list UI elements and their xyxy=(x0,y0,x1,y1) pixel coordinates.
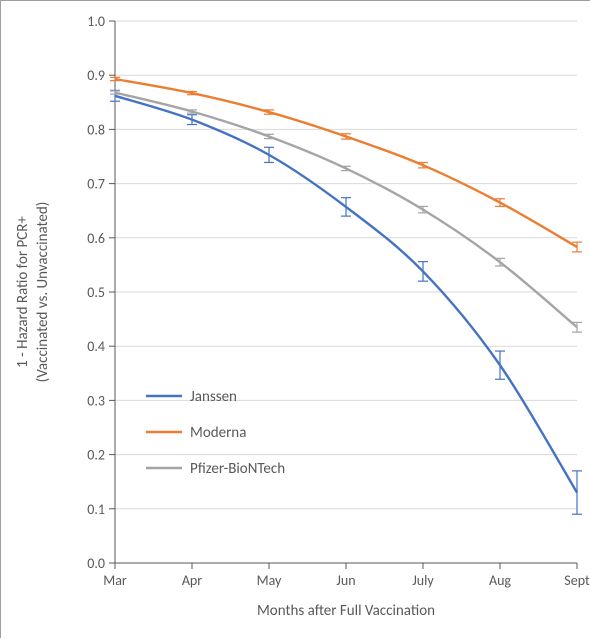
legend-label: Pfizer-BioNTech xyxy=(190,460,285,478)
y-tick-label: 0.9 xyxy=(87,67,105,84)
y-tick-label: 0.0 xyxy=(87,555,105,572)
y-tick-label: 0.7 xyxy=(87,176,105,193)
legend-label: Moderna xyxy=(190,424,246,442)
legend-label: Janssen xyxy=(190,388,237,406)
y-tick-label: 1.0 xyxy=(87,13,105,30)
y-tick-label: 0.6 xyxy=(87,230,105,247)
x-tick-label: July xyxy=(412,572,434,589)
x-tick-label: Sept xyxy=(564,572,590,589)
x-tick-label: Jun xyxy=(336,572,355,589)
y-tick-label: 0.4 xyxy=(87,338,105,355)
x-axis-label: Months after Full Vaccination xyxy=(257,602,435,620)
y-tick-label: 0.3 xyxy=(87,392,105,409)
svg-text:(Vaccinated vs. Unvaccinated): (Vaccinated vs. Unvaccinated) xyxy=(34,202,52,383)
chart-container: 0.0 0.1 0.2 0.3 0.4 0.5 0.6 0.7 0.8 0.9 1.0 Mar Apr M… xyxy=(0,0,590,638)
x-tick-label: Apr xyxy=(182,572,202,589)
y-tick-label: 0.5 xyxy=(87,284,105,301)
y-tick-label: 0.1 xyxy=(87,501,105,518)
y-tick-label: 0.2 xyxy=(87,447,105,464)
hazard-ratio-chart: 0.0 0.1 0.2 0.3 0.4 0.5 0.6 0.7 0.8 0.9 1.0 Mar Apr M… xyxy=(1,1,590,639)
x-tick-label: Aug xyxy=(489,572,511,589)
x-tick-label: Mar xyxy=(103,572,127,589)
svg-text:1 - Hazard Ratio for PCR+: 1 - Hazard Ratio for PCR+ xyxy=(14,216,32,368)
y-tick-label: 0.8 xyxy=(87,121,105,138)
x-tick-label: May xyxy=(257,572,282,589)
